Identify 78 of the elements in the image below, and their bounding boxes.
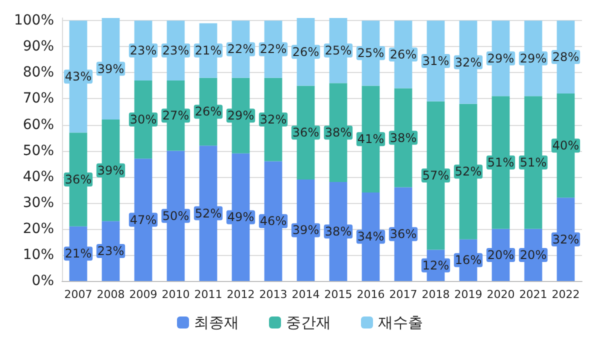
- data-label: 51%: [487, 156, 514, 170]
- data-label: 23%: [97, 244, 124, 258]
- data-label: 32%: [260, 112, 287, 127]
- y-tick-label: 90%: [22, 38, 54, 55]
- data-label: 22%: [260, 42, 287, 56]
- data-label: 41%: [357, 132, 384, 146]
- legend-label: 재수출: [378, 314, 423, 332]
- x-tick-label: 2016: [356, 288, 385, 301]
- data-label: 21%: [194, 44, 222, 58]
- y-tick-label: 50%: [22, 142, 54, 159]
- data-label: 38%: [324, 224, 352, 239]
- data-label: 38%: [324, 126, 352, 140]
- y-tick-label: 60%: [22, 116, 54, 133]
- data-label: 46%: [260, 214, 287, 228]
- y-tick-label: 100%: [14, 12, 54, 29]
- data-label: 39%: [97, 62, 124, 76]
- data-label: 30%: [130, 112, 157, 127]
- data-label: 52%: [194, 206, 222, 220]
- data-label: 47%: [130, 212, 157, 227]
- data-label: 31%: [422, 54, 450, 68]
- data-label: 23%: [130, 44, 157, 58]
- x-tick-label: 2019: [454, 288, 482, 301]
- x-tick-label: 2008: [96, 288, 125, 301]
- y-tick-label: 30%: [22, 194, 54, 211]
- data-label: 40%: [552, 138, 580, 153]
- y-tick-label: 20%: [22, 220, 54, 237]
- y-tick-label: 10%: [22, 246, 54, 263]
- x-tick-label: 2011: [194, 288, 222, 301]
- y-tick-label: 0%: [32, 273, 54, 289]
- data-label: 20%: [520, 248, 547, 262]
- data-label: 34%: [357, 230, 384, 244]
- data-label: 21%: [64, 246, 92, 261]
- y-tick-label: 80%: [22, 64, 54, 81]
- data-label: 12%: [422, 258, 450, 272]
- x-tick-label: 2022: [552, 288, 580, 301]
- data-label: 36%: [292, 126, 320, 140]
- x-tick-label: 2007: [64, 288, 92, 301]
- y-tick-label: 70%: [22, 90, 54, 107]
- data-label: 23%: [162, 44, 190, 58]
- x-tick-label: 2020: [486, 288, 515, 301]
- x-tick-label: 2012: [226, 288, 255, 301]
- y-tick-label: 40%: [22, 168, 54, 185]
- data-label: 25%: [357, 46, 384, 60]
- legend-label: 최종재: [194, 314, 239, 332]
- x-tick-label: 2013: [259, 288, 288, 301]
- data-label: 29%: [520, 51, 547, 66]
- data-label: 27%: [162, 108, 190, 123]
- data-label: 39%: [292, 223, 320, 238]
- data-label: 32%: [552, 232, 580, 246]
- x-tick-label: 2015: [324, 288, 352, 301]
- data-label: 22%: [227, 42, 254, 56]
- data-label: 26%: [390, 47, 417, 62]
- data-label: 20%: [487, 248, 514, 262]
- data-label: 29%: [487, 51, 514, 66]
- legend-label: 중간재: [286, 314, 331, 332]
- data-label: 26%: [194, 104, 222, 119]
- data-label: 51%: [520, 156, 547, 170]
- data-label: 28%: [552, 50, 580, 64]
- data-label: 43%: [64, 70, 92, 84]
- data-label: 39%: [97, 163, 124, 178]
- x-tick-label: 2009: [129, 288, 158, 301]
- data-label: 36%: [390, 227, 417, 242]
- data-label: 50%: [162, 208, 190, 223]
- data-label: 49%: [227, 210, 254, 224]
- data-label: 52%: [454, 164, 482, 179]
- x-tick-label: 2010: [162, 288, 190, 301]
- data-label: 25%: [324, 44, 352, 58]
- data-label: 57%: [422, 168, 450, 183]
- data-label: 16%: [454, 253, 482, 268]
- x-tick-label: 2021: [519, 288, 548, 301]
- x-tick-label: 2014: [292, 288, 320, 301]
- data-label: 32%: [454, 55, 482, 70]
- x-tick-label: 2017: [389, 288, 418, 301]
- data-label: 29%: [227, 108, 254, 123]
- data-label: 26%: [292, 44, 320, 59]
- data-label: 36%: [64, 172, 92, 186]
- x-tick-label: 2018: [422, 288, 450, 301]
- data-label: 38%: [390, 130, 417, 145]
